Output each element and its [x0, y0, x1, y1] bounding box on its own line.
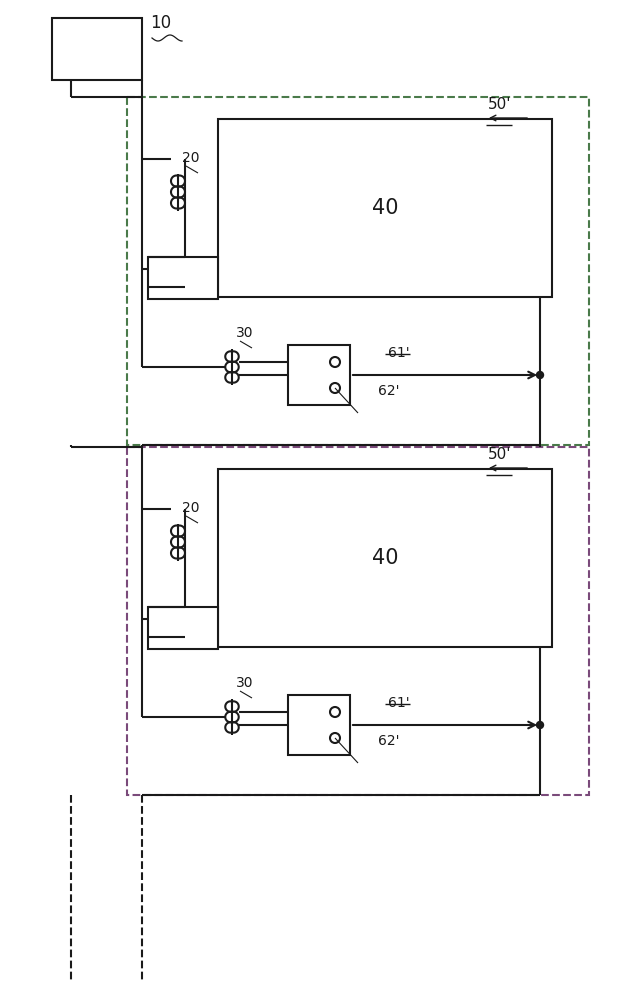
Bar [288, 695, 350, 755]
Text: 30: 30 [236, 676, 253, 690]
Bar [148, 607, 218, 649]
Bar [127, 447, 589, 795]
Text: 30: 30 [236, 326, 253, 340]
Bar [218, 119, 552, 297]
Circle shape [537, 371, 544, 378]
Text: 61': 61' [388, 696, 409, 710]
Bar [218, 469, 552, 647]
Text: 61': 61' [388, 346, 409, 360]
Text: 10: 10 [150, 14, 171, 32]
Text: 40: 40 [372, 198, 398, 218]
Text: 50': 50' [488, 447, 512, 462]
Text: 40: 40 [372, 548, 398, 568]
Text: 62': 62' [378, 734, 399, 748]
Text: 50': 50' [488, 97, 512, 112]
Text: 20: 20 [182, 151, 199, 165]
Bar [127, 97, 589, 445]
Bar [148, 257, 218, 299]
Bar [288, 345, 350, 405]
Text: 20: 20 [182, 501, 199, 515]
Text: 62': 62' [378, 384, 399, 398]
Circle shape [537, 722, 544, 728]
Bar [52, 18, 142, 80]
